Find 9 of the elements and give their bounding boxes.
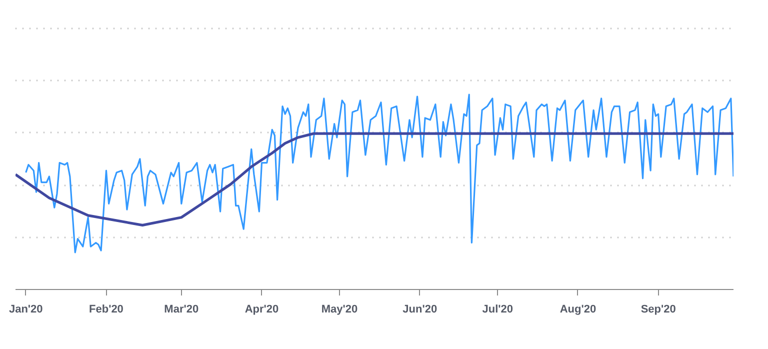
x-tick-label: Jul'20	[482, 304, 513, 316]
x-tick-label: Jan'20	[8, 304, 43, 316]
x-tick-label: Apr'20	[244, 304, 279, 316]
x-tick-label: Aug'20	[560, 304, 596, 316]
x-tick-label: Jun'20	[402, 304, 438, 316]
x-tick-label: May'20	[321, 304, 358, 316]
x-tick-label: Mar'20	[164, 304, 199, 316]
x-tick-label: Feb'20	[89, 304, 124, 316]
x-tick-label: Sep'20	[640, 304, 676, 316]
